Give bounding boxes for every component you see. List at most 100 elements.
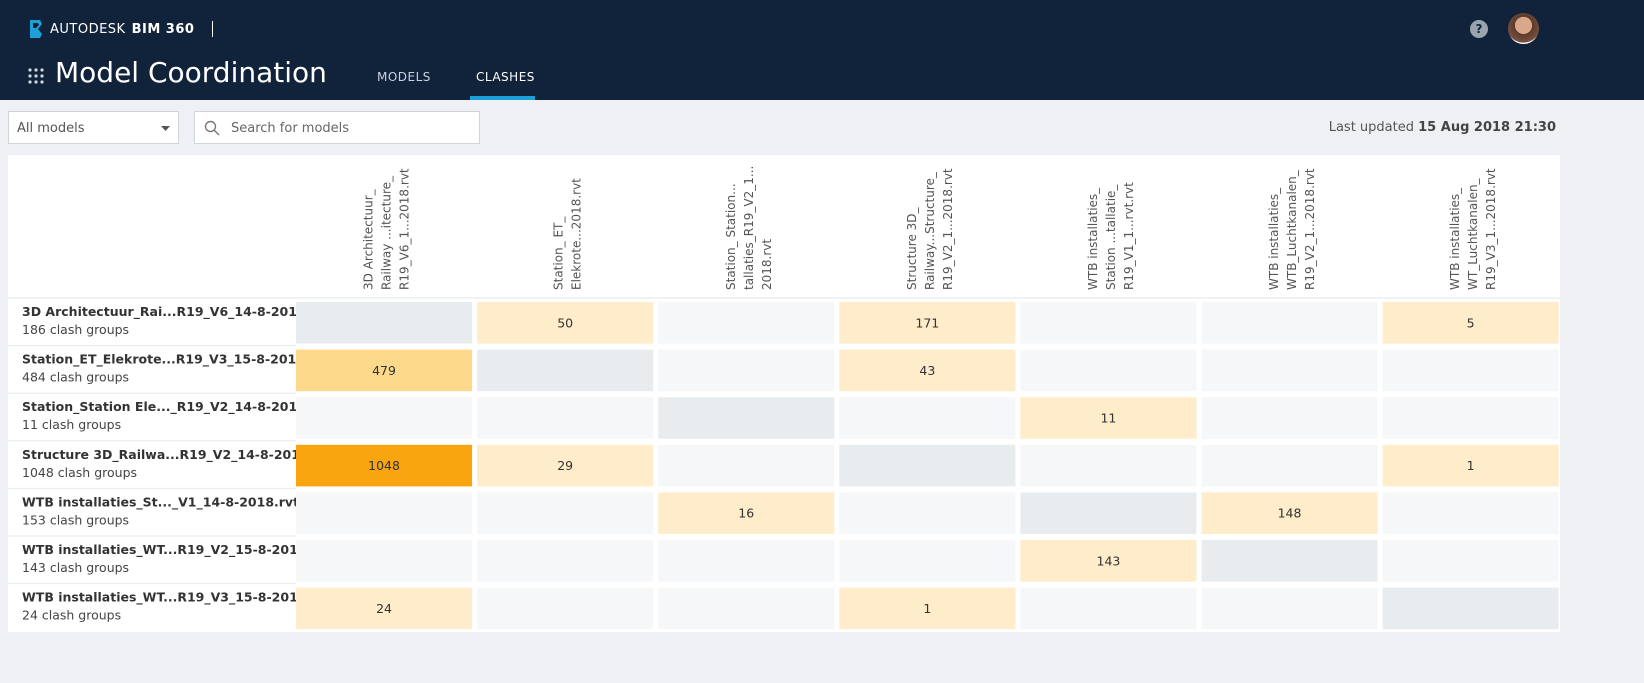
self-cell (658, 397, 835, 439)
clash-cell (1201, 492, 1378, 534)
clash-cell (1020, 540, 1197, 582)
search-icon (204, 120, 220, 136)
column-header: WT_Luchtkanalen_ (1466, 177, 1480, 290)
clash-count: 16 (738, 506, 754, 521)
empty-cell (839, 540, 1016, 582)
empty-cell (1201, 444, 1378, 487)
clash-count: 479 (372, 363, 396, 378)
nav-tab[interactable]: CLASHES (476, 70, 535, 84)
clash-cell (477, 444, 654, 487)
dropdown-caret (161, 126, 170, 131)
clash-count: 11 (1100, 411, 1116, 426)
column-header: WTB installaties_ (1086, 187, 1100, 290)
product-name: BIM 360 (131, 21, 195, 37)
empty-cell (658, 540, 835, 582)
empty-cell (477, 540, 654, 582)
self-cell (477, 349, 654, 392)
top-bar: AUTODESK BIM 360 Model Coordination ? MO… (0, 0, 1644, 100)
empty-cell (839, 492, 1016, 534)
clash-count: 50 (557, 315, 573, 330)
empty-cell (839, 397, 1016, 439)
row-model-name: WTB installaties_WT...R19_V2_15-8-2018.r… (22, 542, 332, 558)
column-header: 2018.rvt (760, 239, 774, 290)
row-clash-count: 153 clash groups (22, 512, 129, 527)
nav-tab[interactable]: MODELS (377, 70, 431, 84)
column-header: R19_V1_1...rvt.rvt (1122, 182, 1136, 290)
column-header: Railway...Structure_ (923, 171, 937, 290)
app-title: Model Coordination (55, 56, 327, 89)
row-clash-count: 11 clash groups (22, 417, 121, 432)
clash-cell (839, 587, 1016, 630)
column-header: Station_ ET_ (552, 216, 566, 290)
row-clash-count: 143 clash groups (22, 560, 129, 575)
user-avatar[interactable] (1508, 13, 1539, 44)
empty-cell (477, 492, 654, 534)
clash-cell (1382, 444, 1559, 487)
filter-value: All models (17, 121, 85, 136)
empty-cell (477, 587, 654, 630)
clash-cell (296, 349, 473, 392)
column-header: R19_V2_1...2018.rvt (1303, 168, 1317, 290)
clash-count: 5 (1467, 315, 1475, 330)
empty-cell (658, 444, 835, 487)
clash-matrix: 3D Architectuur_ Railway ...itecture_ R19_… (8, 166, 1560, 630)
empty-cell (658, 302, 835, 344)
column-header: Elekrote...2018.rvt (570, 178, 584, 290)
app-grid-icon[interactable] (28, 68, 44, 84)
self-cell (839, 444, 1016, 487)
row-clash-count: 484 clash groups (22, 370, 129, 385)
self-cell (296, 302, 473, 344)
divider (212, 21, 214, 37)
clash-cell (839, 349, 1016, 392)
row-clash-count: 186 clash groups (22, 322, 129, 337)
empty-cell (1020, 302, 1197, 344)
column-header: Station ...tallatie_ (1104, 184, 1118, 290)
self-cell (1020, 492, 1197, 534)
row-model-name: Structure 3D_Railwa...R19_V2_14-8-2018.r… (22, 447, 334, 463)
column-header: R19_V2_1...2018.rvt (941, 168, 955, 290)
model-filter[interactable]: All models (8, 111, 179, 144)
search-box[interactable]: Search for models (194, 111, 480, 144)
brand-name: AUTODESK (50, 21, 126, 37)
clash-count: 1 (1467, 458, 1475, 473)
column-header: WTB installaties_ (1448, 187, 1462, 290)
row-clash-count: 24 clash groups (22, 608, 121, 623)
row-clash-count: 1048 clash groups (22, 465, 137, 480)
logo (30, 20, 42, 38)
brand: AUTODESK BIM 360 (28, 18, 214, 40)
clash-count: 171 (915, 315, 939, 330)
empty-cell (658, 349, 835, 392)
empty-cell (1382, 492, 1559, 534)
row-model-name: WTB installaties_WT...R19_V3_15-8-2018.r… (22, 590, 332, 606)
empty-cell (296, 540, 473, 582)
clash-cell (658, 492, 835, 534)
column-header: Structure 3D_ (905, 206, 919, 290)
empty-cell (1201, 397, 1378, 439)
clash-count: 148 (1278, 506, 1302, 521)
clash-cell (296, 444, 473, 487)
column-header: 3D Architectuur_ (362, 188, 376, 290)
column-header: Railway ...itecture_ (380, 175, 394, 290)
clash-count: 43 (919, 363, 935, 378)
last-updated: Last updated 15 Aug 2018 21:30 (1329, 120, 1556, 135)
clash-cell (1020, 397, 1197, 439)
clash-matrix-panel: 3D Architectuur_ Railway ...itecture_ R19_… (8, 155, 1560, 632)
row-model-name: 3D Architectuur_Rai...R19_V6_14-8-2018.r… (22, 304, 331, 320)
search-placeholder: Search for models (231, 121, 350, 136)
last-updated-value: 15 Aug 2018 21:30 (1418, 120, 1556, 135)
empty-cell (1201, 349, 1378, 392)
empty-cell (658, 587, 835, 630)
empty-cell (296, 397, 473, 439)
clash-cell (1382, 302, 1559, 344)
help-button[interactable]: ? (1470, 20, 1488, 38)
empty-cell (1382, 540, 1559, 582)
column-header: WTB_Luchtkanalen_ (1285, 169, 1299, 290)
clash-cell (296, 587, 473, 630)
empty-cell (1382, 349, 1559, 392)
column-header: tallaties_R19_V2_1... (742, 166, 756, 290)
clash-cell (839, 302, 1016, 344)
empty-cell (1020, 349, 1197, 392)
empty-cell (1020, 587, 1197, 630)
self-cell (1201, 540, 1378, 582)
